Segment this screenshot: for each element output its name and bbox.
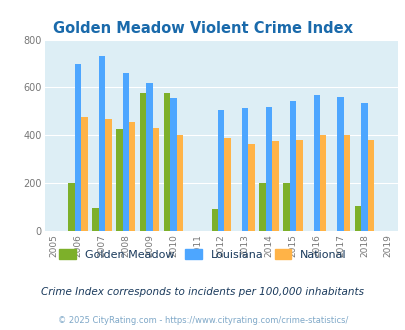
Text: Crime Index corresponds to incidents per 100,000 inhabitants: Crime Index corresponds to incidents per… [41,287,364,297]
Bar [176,135,183,231]
Bar [170,98,176,231]
Bar [92,208,98,231]
Bar [153,128,159,231]
Legend: Golden Meadow, Louisiana, National: Golden Meadow, Louisiana, National [59,249,346,260]
Bar [319,135,326,231]
Bar [360,103,367,231]
Bar [265,107,272,231]
Bar [295,140,302,231]
Bar [122,73,129,231]
Bar [140,93,146,231]
Bar [129,122,135,231]
Bar [146,83,153,231]
Bar [224,138,230,231]
Text: Golden Meadow Violent Crime Index: Golden Meadow Violent Crime Index [53,21,352,36]
Bar [343,135,350,231]
Bar [241,108,248,231]
Bar [283,183,289,231]
Bar [217,110,224,231]
Bar [289,101,295,231]
Bar [81,116,87,231]
Bar [248,144,254,231]
Bar [164,93,170,231]
Bar [272,141,278,231]
Bar [259,183,265,231]
Bar [98,56,105,231]
Bar [105,118,111,231]
Bar [354,206,360,231]
Bar [116,129,122,231]
Bar [211,210,217,231]
Bar [367,140,373,231]
Bar [68,183,75,231]
Bar [75,64,81,231]
Bar [337,97,343,231]
Text: © 2025 CityRating.com - https://www.cityrating.com/crime-statistics/: © 2025 CityRating.com - https://www.city… [58,315,347,325]
Bar [313,95,319,231]
